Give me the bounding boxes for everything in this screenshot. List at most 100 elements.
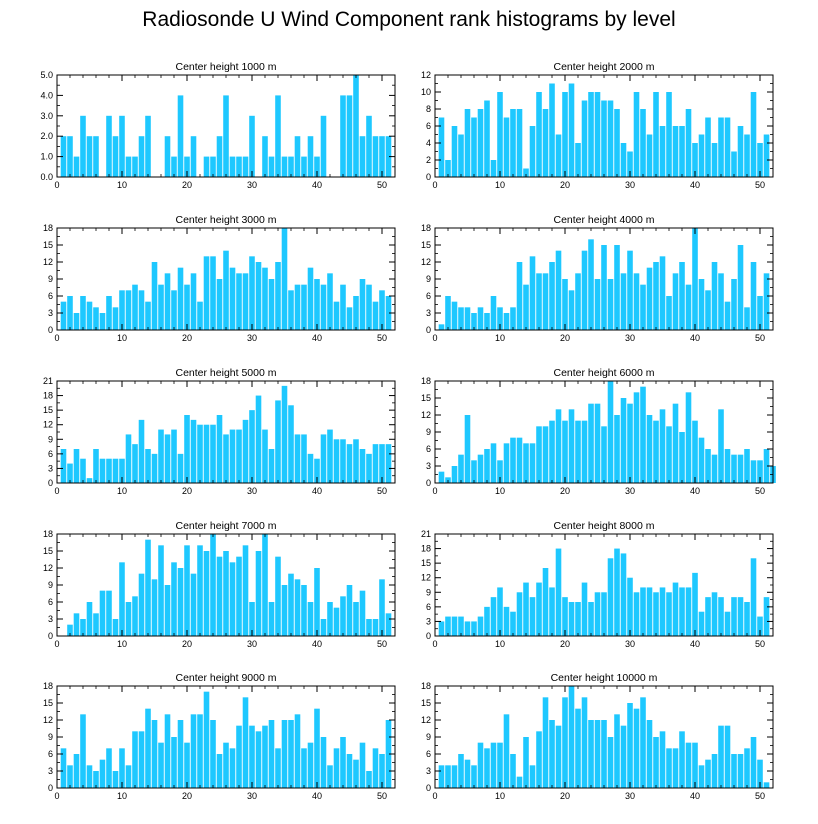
- bar: [614, 109, 620, 177]
- y-tick-label: 3: [426, 616, 431, 626]
- bar: [627, 703, 633, 788]
- bar: [210, 256, 216, 330]
- bar: [640, 697, 646, 788]
- bar: [562, 420, 568, 483]
- bar: [529, 443, 536, 483]
- bar: [516, 776, 523, 788]
- bar: [614, 415, 620, 483]
- bar: [581, 420, 588, 483]
- bar: [190, 714, 197, 788]
- bar: [568, 602, 575, 636]
- x-tick-label: 30: [625, 180, 635, 190]
- bar: [80, 296, 86, 330]
- x-tick-label: 0: [432, 333, 437, 343]
- bar: [255, 262, 262, 330]
- x-tick-label: 50: [755, 791, 765, 801]
- bar: [607, 381, 614, 483]
- bar: [184, 284, 190, 330]
- bar: [451, 765, 458, 788]
- bar: [484, 606, 490, 636]
- bar: [698, 279, 705, 330]
- bar: [640, 284, 646, 330]
- bar: [653, 92, 659, 177]
- bar: [607, 737, 614, 788]
- bar: [288, 573, 294, 636]
- bar: [698, 765, 705, 788]
- bar: [757, 460, 763, 483]
- bar: [516, 262, 523, 330]
- bar: [451, 466, 458, 483]
- x-tick-label: 50: [377, 639, 387, 649]
- bar: [138, 290, 145, 330]
- bar: [627, 151, 633, 177]
- bar: [93, 136, 99, 177]
- bar: [438, 765, 445, 788]
- bar: [718, 409, 724, 483]
- x-tick-label: 0: [432, 791, 437, 801]
- x-tick-label: 0: [54, 333, 59, 343]
- bar: [73, 449, 80, 483]
- bar: [366, 771, 372, 788]
- bar: [757, 143, 763, 177]
- bar: [458, 616, 464, 636]
- bar: [607, 279, 614, 330]
- bar: [633, 708, 640, 788]
- bar: [314, 156, 320, 177]
- bar: [542, 697, 549, 788]
- bar: [294, 136, 301, 177]
- bar: [385, 613, 392, 636]
- bar: [112, 136, 119, 177]
- bar: [555, 250, 562, 330]
- bar: [750, 460, 757, 483]
- bar: [451, 301, 458, 330]
- y-tick-label: 0: [426, 631, 431, 641]
- bar: [523, 737, 529, 788]
- x-tick-label: 20: [560, 639, 570, 649]
- bar: [281, 585, 288, 636]
- bar: [171, 737, 177, 788]
- bar: [164, 714, 171, 788]
- x-tick-label: 30: [247, 486, 257, 496]
- bar: [679, 731, 685, 788]
- x-tick-label: 50: [755, 333, 765, 343]
- x-tick-label: 10: [117, 486, 127, 496]
- bar: [601, 100, 607, 177]
- bar: [340, 284, 346, 330]
- bar: [549, 262, 555, 330]
- bar: [757, 296, 763, 330]
- bar: [119, 290, 125, 330]
- bar: [294, 434, 301, 483]
- x-tick-label: 50: [755, 180, 765, 190]
- x-tick-label: 10: [495, 180, 505, 190]
- bar: [314, 458, 320, 483]
- bar: [464, 621, 471, 636]
- bar: [216, 754, 223, 788]
- bar: [581, 582, 588, 636]
- bar: [385, 136, 392, 177]
- bar: [119, 115, 125, 177]
- bar: [510, 611, 516, 636]
- bar: [67, 296, 73, 330]
- bar: [249, 256, 255, 330]
- bar: [275, 556, 281, 636]
- y-tick-label: 12: [421, 257, 431, 267]
- bar: [288, 290, 294, 330]
- bar: [366, 453, 372, 483]
- bar: [184, 545, 190, 636]
- bar: [197, 301, 203, 330]
- bar: [229, 156, 236, 177]
- bar: [685, 742, 692, 788]
- x-tick-label: 20: [182, 791, 192, 801]
- bar: [718, 273, 724, 330]
- bar: [750, 558, 757, 636]
- bar: [542, 568, 549, 636]
- bar: [353, 75, 359, 177]
- bar: [60, 301, 67, 330]
- bar: [562, 279, 568, 330]
- bar: [575, 420, 581, 483]
- bar: [385, 296, 392, 330]
- bar: [607, 558, 614, 636]
- y-tick-label: 15: [43, 405, 53, 415]
- bar: [588, 602, 594, 636]
- bar: [458, 134, 464, 177]
